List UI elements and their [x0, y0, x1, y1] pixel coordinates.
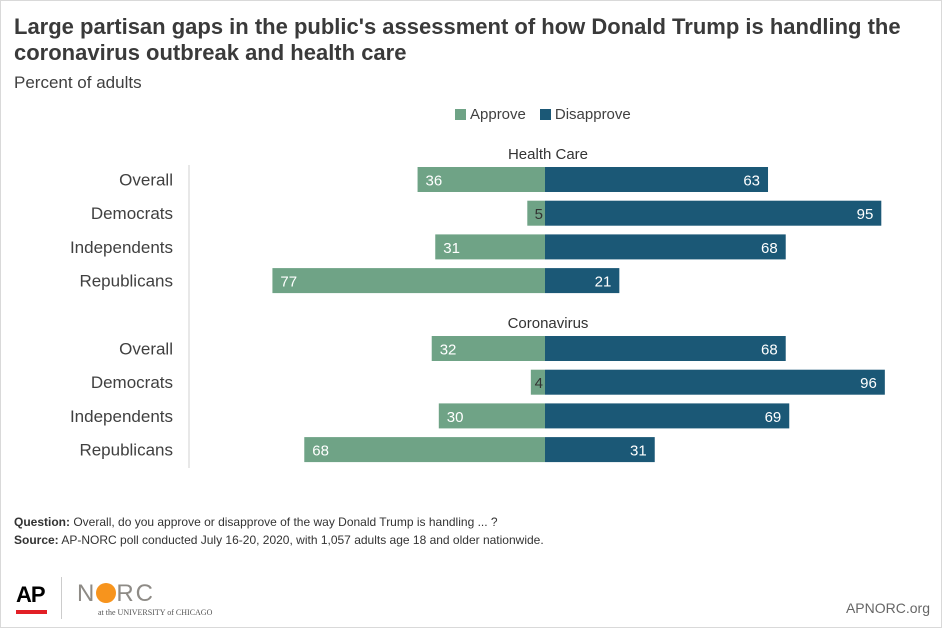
chart-title: Large partisan gaps in the public's asse… — [14, 14, 901, 65]
category-label: Republicans — [79, 441, 173, 460]
data-label-approve: 5 — [535, 206, 543, 223]
category-label: Republicans — [79, 272, 173, 291]
data-label-disapprove: 68 — [761, 342, 778, 359]
legend-item-approve: Approve — [455, 106, 526, 123]
norc-logo: N RC — [77, 580, 155, 608]
legend-label-approve: Approve — [470, 106, 526, 123]
bar-disapprove — [545, 234, 786, 260]
data-label-approve: 32 — [440, 342, 457, 359]
bar-approve — [530, 369, 545, 395]
data-label-disapprove: 69 — [765, 409, 782, 426]
data-label-approve: 77 — [280, 274, 297, 291]
norc-sun-icon — [96, 583, 117, 603]
bar-approve — [438, 403, 545, 429]
source-label: Source: — [14, 533, 59, 547]
bar-disapprove — [545, 336, 786, 361]
bar-approve — [527, 200, 545, 226]
data-label-approve: 31 — [443, 240, 460, 257]
legend-label-disapprove: Disapprove — [554, 106, 631, 123]
question-text: Overall, do you approve or disapprove of… — [73, 515, 498, 529]
data-label-disapprove: 68 — [761, 240, 778, 257]
chart-subtitle: Percent of adults — [14, 73, 142, 92]
bar-disapprove — [545, 437, 655, 463]
bar-disapprove — [545, 268, 620, 294]
category-label: Overall — [119, 171, 173, 190]
data-label-disapprove: 96 — [860, 375, 877, 392]
question-note: Question: Overall, do you approve or dis… — [14, 513, 544, 531]
norc-subtitle: at the UNIVERSITY of CHICAGO — [98, 608, 213, 617]
category-label: Independents — [70, 407, 173, 426]
bar-approve — [435, 234, 545, 260]
legend-swatch-disapprove — [539, 109, 551, 120]
logo-divider — [61, 577, 62, 619]
category-label: Democrats — [91, 204, 173, 223]
legend-swatch-approve — [455, 109, 466, 120]
category-label: Democrats — [91, 373, 173, 392]
legend-item-disapprove: Disapprove — [539, 106, 631, 123]
footnote: Question: Overall, do you approve or dis… — [14, 513, 544, 549]
group-title: Health Care — [508, 146, 588, 163]
data-label-approve: 4 — [535, 375, 543, 392]
data-label-disapprove: 31 — [630, 443, 647, 460]
bar-chart: Health Care Overall 36 63 Democrats 5 95 Indepe… — [70, 146, 885, 468]
source-url[interactable]: APNORC.org — [845, 600, 930, 616]
bar-approve — [272, 268, 545, 294]
bar-approve — [431, 336, 545, 361]
norc-logo-right: RC — [116, 580, 156, 607]
data-label-approve: 30 — [447, 409, 464, 426]
source-note: Source: AP-NORC poll conducted July 16-2… — [14, 531, 544, 549]
ap-logo: AP — [16, 582, 46, 607]
legend: Approve Disapprove — [455, 106, 645, 123]
bar-approve — [417, 167, 545, 192]
data-label-disapprove: 63 — [743, 173, 760, 190]
group-title: Coronavirus — [508, 315, 589, 332]
norc-logo-left: N — [77, 580, 97, 607]
bar-disapprove — [545, 167, 769, 192]
category-label: Overall — [119, 340, 173, 359]
bar-disapprove — [545, 200, 882, 226]
data-label-disapprove: 21 — [595, 274, 612, 291]
source-text: AP-NORC poll conducted July 16-20, 2020,… — [61, 533, 544, 547]
bar-disapprove — [545, 403, 790, 429]
category-label: Independents — [70, 238, 173, 257]
ap-logo-bar — [16, 610, 47, 614]
bar-disapprove — [545, 369, 885, 395]
data-label-disapprove: 95 — [857, 206, 874, 223]
bar-approve — [304, 437, 545, 463]
data-label-approve: 36 — [426, 173, 443, 190]
question-label: Question: — [14, 515, 70, 529]
data-label-approve: 68 — [312, 443, 329, 460]
